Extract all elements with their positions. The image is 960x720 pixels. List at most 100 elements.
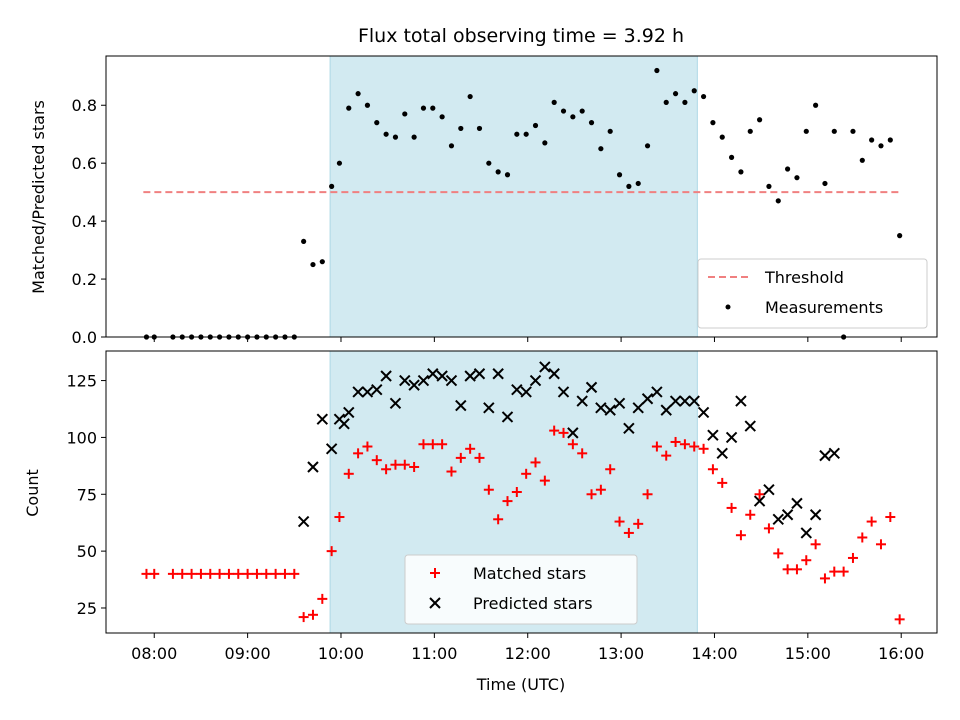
bottom-legend: Matched stars Predicted stars bbox=[404, 554, 638, 625]
y-tick-label: 0.2 bbox=[72, 270, 97, 289]
measurement-point bbox=[738, 169, 744, 175]
measurement-point bbox=[402, 111, 408, 117]
measurement-point bbox=[542, 140, 548, 146]
matched-stars-point bbox=[177, 568, 188, 579]
legend-predicted-label: Predicted stars bbox=[473, 594, 593, 613]
measurement-point bbox=[700, 93, 707, 100]
bottom-y-axis-label: Count bbox=[23, 469, 42, 517]
measurement-point bbox=[570, 114, 576, 120]
predicted-stars-point bbox=[791, 497, 803, 510]
measurement-point bbox=[301, 238, 307, 245]
matched-stars-point bbox=[371, 455, 382, 466]
top-panel: 0.0 0.2 0.4 0.6 0.8 bbox=[72, 55, 938, 347]
predicted-stars-point bbox=[501, 411, 514, 423]
matched-stars-point bbox=[289, 568, 300, 579]
predicted-stars-point bbox=[744, 420, 756, 432]
matched-stars-point bbox=[343, 468, 354, 479]
predicted-stars-point bbox=[361, 386, 374, 398]
matched-stars-point bbox=[885, 512, 896, 523]
top-y-axis-label: Matched/Predicted stars bbox=[29, 100, 48, 294]
predicted-stars-point bbox=[669, 395, 682, 407]
y-tick-label: 0.4 bbox=[72, 212, 97, 231]
measurement-point bbox=[672, 91, 679, 97]
predicted-stars-point bbox=[417, 374, 430, 387]
matched-stars-point bbox=[502, 496, 513, 507]
predicted-stars-point bbox=[492, 368, 504, 380]
x-tick-label: 15:00 bbox=[785, 644, 831, 663]
measurement-point bbox=[579, 108, 585, 114]
predicted-stars-point bbox=[623, 422, 635, 435]
predicted-stars-point bbox=[567, 427, 579, 439]
measurement-point bbox=[532, 122, 539, 129]
predicted-stars-point bbox=[557, 386, 570, 398]
measurement-point bbox=[691, 88, 697, 94]
matched-stars-point bbox=[717, 477, 728, 488]
predicted-stars-point bbox=[307, 461, 319, 473]
measurement-point bbox=[495, 169, 501, 175]
matched-stars-point bbox=[782, 564, 793, 575]
predicted-stars-point bbox=[651, 386, 663, 398]
matched-stars-point bbox=[689, 441, 700, 452]
measurement-point bbox=[598, 146, 604, 152]
matched-stars-point bbox=[539, 475, 550, 486]
matched-stars-point bbox=[242, 568, 253, 579]
predicted-stars-point bbox=[325, 443, 338, 455]
legend-matched-label: Matched stars bbox=[473, 564, 586, 583]
predicted-stars-point bbox=[604, 404, 616, 416]
measurement-point bbox=[439, 114, 445, 120]
matched-stars-point bbox=[857, 532, 868, 543]
matched-stars-point bbox=[726, 502, 737, 513]
predicted-stars-point bbox=[697, 406, 710, 419]
legend-predicted-swatch bbox=[429, 597, 441, 609]
measurement-point bbox=[831, 128, 837, 134]
matched-stars-point bbox=[670, 436, 681, 447]
predicted-stars-point bbox=[445, 374, 458, 387]
y-tick-label: 100 bbox=[66, 428, 97, 447]
matched-stars-point bbox=[474, 452, 485, 463]
legend-measurements-swatch bbox=[725, 304, 731, 310]
measurement-point bbox=[887, 137, 893, 143]
measurement-point bbox=[756, 117, 763, 123]
plot-frame bbox=[105, 55, 938, 338]
matched-stars-point bbox=[586, 489, 597, 500]
predicted-stars-point bbox=[297, 515, 310, 528]
legend-matched-marker bbox=[430, 568, 440, 578]
measurement-point bbox=[448, 143, 455, 149]
matched-stars-point bbox=[446, 466, 457, 477]
measurement-point bbox=[523, 131, 529, 137]
predicted-stars-point bbox=[735, 395, 747, 407]
predicted-stars-point bbox=[427, 368, 439, 380]
matched-stars-point bbox=[362, 441, 373, 452]
measurement-point bbox=[897, 233, 903, 239]
x-axis-label: Time (UTC) bbox=[476, 675, 565, 694]
predicted-stars-point bbox=[529, 374, 542, 387]
measurement-point bbox=[411, 134, 417, 140]
predicted-stars-point bbox=[828, 447, 840, 460]
predicted-stars-point bbox=[380, 370, 392, 382]
predicted-stars-point bbox=[473, 368, 486, 380]
matched-stars-point bbox=[381, 464, 392, 475]
matched-stars-point bbox=[511, 487, 522, 497]
matched-stars-point bbox=[698, 443, 709, 454]
predicted-stars-point bbox=[399, 374, 411, 387]
matched-stars-point bbox=[829, 566, 840, 577]
matched-stars-point bbox=[409, 461, 420, 472]
matched-stars-point bbox=[353, 448, 364, 459]
predicted-stars-point bbox=[352, 386, 364, 398]
matched-stars-point bbox=[623, 527, 634, 538]
x-tick-label: 08:00 bbox=[131, 644, 177, 663]
predicted-stars-point bbox=[679, 395, 691, 407]
observing-window-band bbox=[330, 56, 698, 337]
matched-stars-point bbox=[866, 516, 877, 527]
matched-stars-point bbox=[223, 568, 234, 579]
measurement-point bbox=[383, 131, 389, 137]
matched-stars-point bbox=[707, 464, 718, 475]
matched-stars-point bbox=[595, 484, 606, 495]
matched-stars-point bbox=[651, 441, 662, 452]
measurement-point bbox=[794, 175, 800, 181]
matched-stars-point bbox=[390, 459, 401, 470]
measurement-point bbox=[346, 105, 352, 111]
matched-stars-point bbox=[838, 566, 849, 577]
matched-stars-point bbox=[614, 516, 625, 527]
matched-stars-point bbox=[847, 552, 858, 563]
